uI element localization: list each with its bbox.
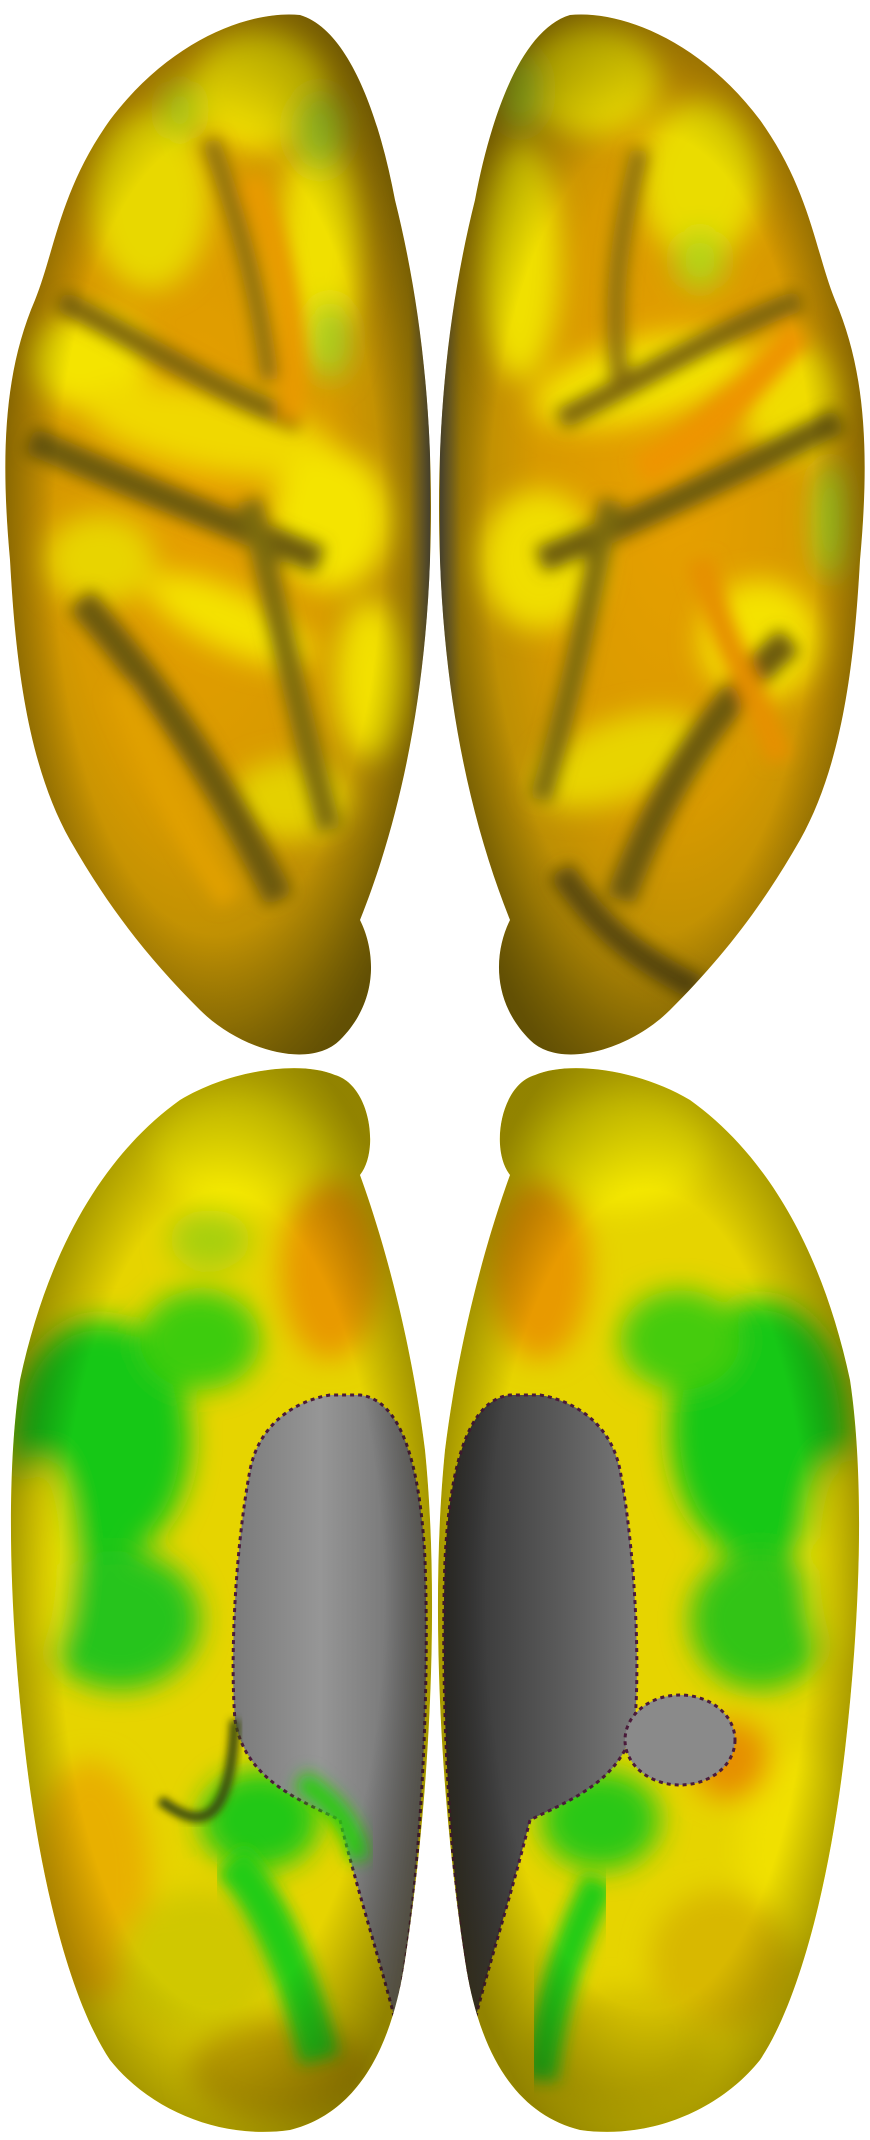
hemisphere-top-left bbox=[5, 14, 431, 1055]
hemisphere-top-right bbox=[439, 14, 865, 1055]
hemisphere-bottom-right bbox=[437, 1068, 860, 2132]
hemisphere-bottom-left bbox=[10, 1068, 433, 2132]
